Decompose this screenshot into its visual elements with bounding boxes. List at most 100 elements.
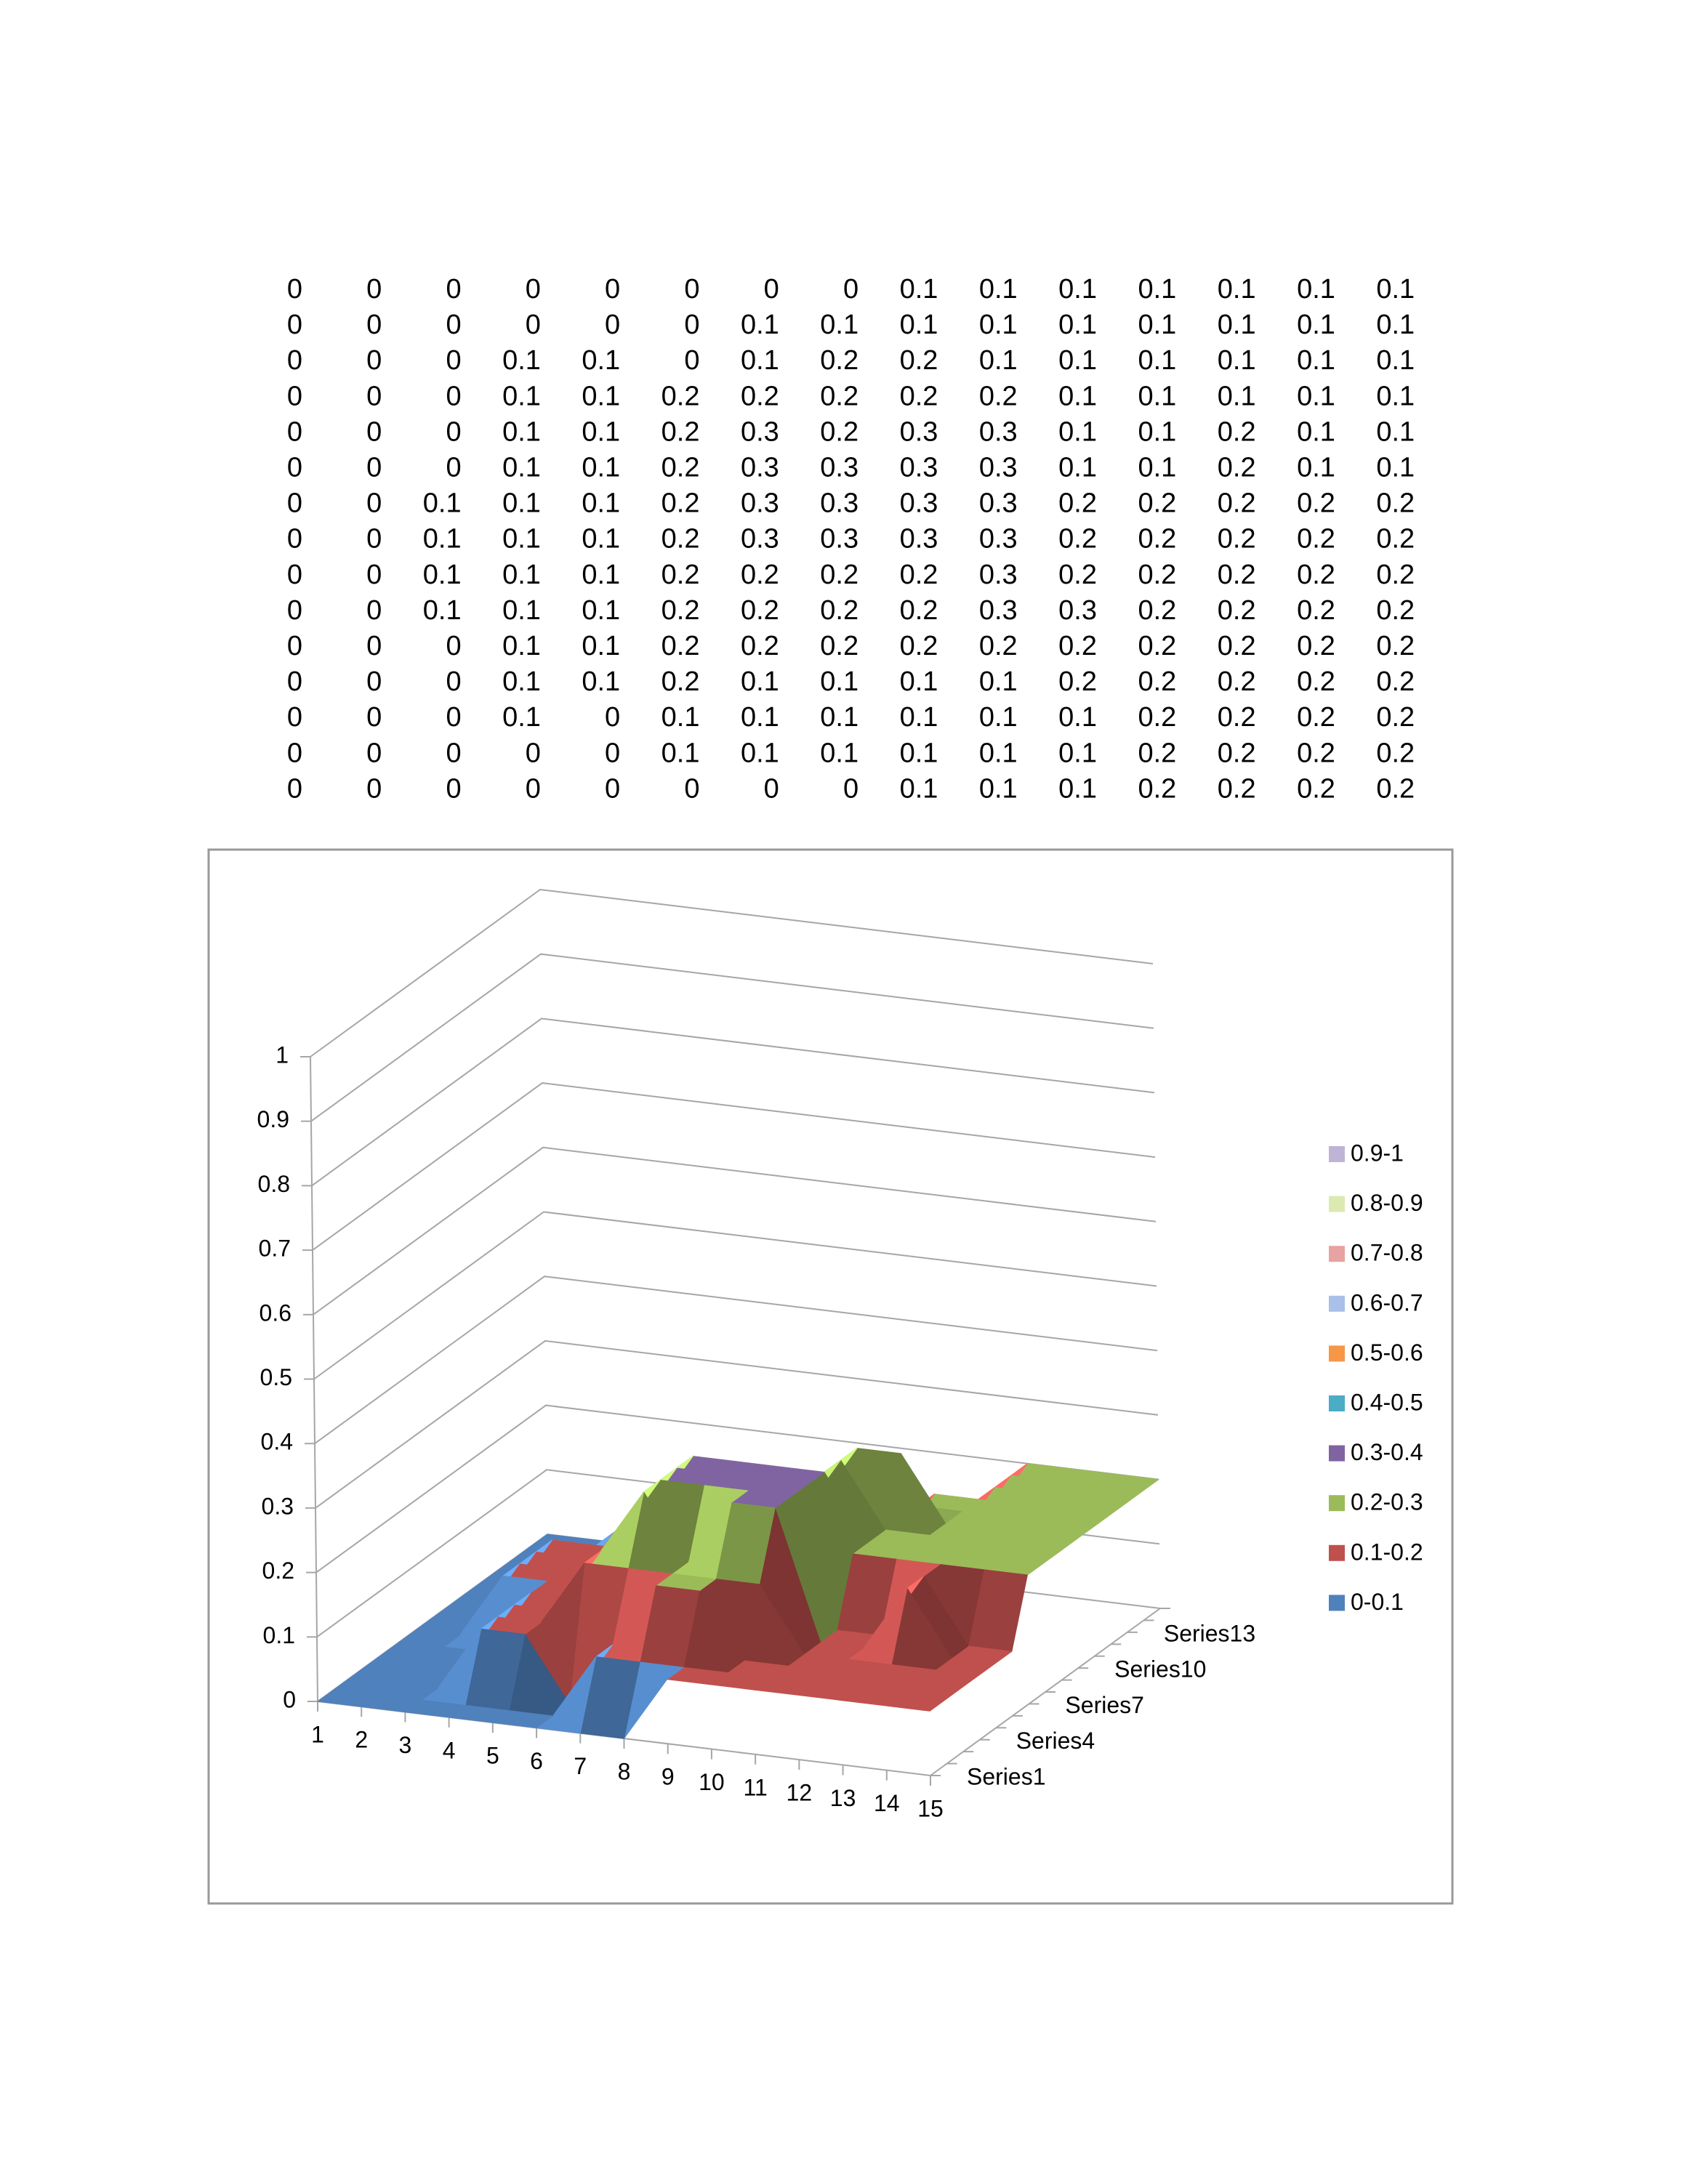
table-cell: 0.2: [1218, 560, 1256, 590]
z-tick-label: 0.2: [262, 1558, 294, 1584]
table-cell: 0: [605, 310, 620, 340]
table-cell: 0: [446, 381, 461, 411]
table-cell: 0.2: [1376, 524, 1415, 555]
table-cell: 0.2: [1138, 666, 1176, 697]
table-cell: 0.2: [1138, 702, 1176, 733]
table-cell: 0.1: [979, 345, 1018, 376]
table-cell: 0.1: [1376, 310, 1415, 340]
table-cell: 0.1: [1058, 345, 1097, 376]
table-cell: 0.3: [979, 453, 1018, 483]
table-cell: 0.3: [1058, 595, 1097, 626]
table-cell: 0.1: [582, 560, 620, 590]
table-cell: 0.2: [1376, 666, 1415, 697]
table-cell: 0.1: [502, 416, 541, 447]
table-cell: 0.2: [1058, 631, 1097, 661]
table-cell: 0: [446, 274, 461, 305]
table-cell: 0.3: [979, 524, 1018, 555]
table-cell: 0.2: [1138, 773, 1176, 804]
surface: [317, 1448, 1159, 1739]
table-cell: 0.2: [1218, 416, 1256, 447]
x-tick-label: 2: [355, 1727, 368, 1753]
table-cell: 0.2: [900, 631, 938, 661]
table-cell: 0.1: [1376, 416, 1415, 447]
table-cell: 0.2: [741, 595, 779, 626]
table-cell: 0.1: [1058, 773, 1097, 804]
table-cell: 0.2: [900, 381, 938, 411]
x-tick-label: 12: [787, 1780, 813, 1806]
grid-line: [310, 953, 1154, 1122]
table-cell: 0: [605, 274, 620, 305]
table-cell: 0.2: [1297, 702, 1335, 733]
table-cell: 0.2: [979, 631, 1018, 661]
legend-swatch: [1329, 1146, 1345, 1162]
table-cell: 0: [287, 524, 302, 555]
table-cell: 0: [526, 738, 541, 768]
table-cell: 0.3: [979, 595, 1018, 626]
table-cell: 0.1: [741, 738, 779, 768]
table-cell: 0.2: [900, 595, 938, 626]
table-cell: 0.1: [582, 666, 620, 697]
x-tick-label: 8: [618, 1758, 631, 1784]
table-cell: 0.2: [1218, 524, 1256, 555]
table-cell: 0.2: [1297, 631, 1335, 661]
table-cell: 0.1: [1297, 453, 1335, 483]
table-cell: 0: [287, 560, 302, 590]
legend-swatch: [1329, 1196, 1345, 1212]
table-cell: 0.1: [820, 702, 858, 733]
table-cell: 0.2: [1297, 595, 1335, 626]
table-cell: 0: [287, 310, 302, 340]
table-cell: 0.1: [502, 453, 541, 483]
table-cell: 0.1: [1376, 274, 1415, 305]
table-cell: 0.2: [820, 595, 858, 626]
table-cell: 0: [684, 274, 699, 305]
x-tick-label: 14: [874, 1790, 900, 1816]
table-cell: 0.3: [900, 453, 938, 483]
table-cell: 0.2: [1376, 773, 1415, 804]
table-cell: 0.2: [1218, 738, 1256, 768]
table-cell: 0.1: [582, 488, 620, 519]
table-cell: 0.3: [741, 453, 779, 483]
table-cell: 0.2: [820, 381, 858, 411]
table-cell: 0.1: [661, 738, 700, 768]
table-cell: 0.2: [661, 631, 700, 661]
legend-label: 0.6-0.7: [1351, 1289, 1423, 1315]
table-cell: 0.1: [979, 666, 1018, 697]
table-cell: 0.1: [1376, 453, 1415, 483]
table-cell: 0.2: [1297, 773, 1335, 804]
table-cell: 0.1: [423, 595, 462, 626]
table-cell: 0.2: [661, 488, 700, 519]
table-cell: 0.3: [900, 416, 938, 447]
table-cell: 0.1: [502, 595, 541, 626]
x-tick-label: 6: [530, 1748, 543, 1774]
table-cell: 0.2: [661, 453, 700, 483]
table-cell: 0.2: [1138, 560, 1176, 590]
z-tick-label: 0.5: [260, 1364, 292, 1390]
table-cell: 0.2: [661, 416, 700, 447]
table-cell: 0.2: [661, 666, 700, 697]
z-tick-label: 0.6: [260, 1299, 291, 1326]
table-cell: 0.1: [502, 488, 541, 519]
table-cell: 0.3: [979, 488, 1018, 519]
legend-label: 0.1-0.2: [1351, 1539, 1423, 1565]
legend-swatch: [1329, 1246, 1345, 1262]
table-cell: 0: [366, 274, 382, 305]
table-cell: 0.1: [1058, 702, 1097, 733]
table-cell: 0: [764, 773, 779, 804]
table-cell: 0: [526, 274, 541, 305]
table-cell: 0.1: [582, 524, 620, 555]
table-cell: 0.1: [741, 702, 779, 733]
table-cell: 0.1: [1297, 381, 1335, 411]
table-cell: 0.2: [1058, 666, 1097, 697]
table-cell: 0.2: [1218, 453, 1256, 483]
grid-line: [313, 1211, 1157, 1380]
table-cell: 0: [366, 631, 382, 661]
legend-swatch: [1329, 1495, 1345, 1512]
legend-swatch: [1329, 1345, 1345, 1362]
legend-swatch: [1329, 1445, 1345, 1462]
table-cell: 0: [526, 773, 541, 804]
table-cell: 0.2: [1138, 631, 1176, 661]
table-cell: 0: [843, 274, 858, 305]
grid-line: [315, 1404, 1159, 1573]
table-cell: 0.1: [1218, 274, 1256, 305]
